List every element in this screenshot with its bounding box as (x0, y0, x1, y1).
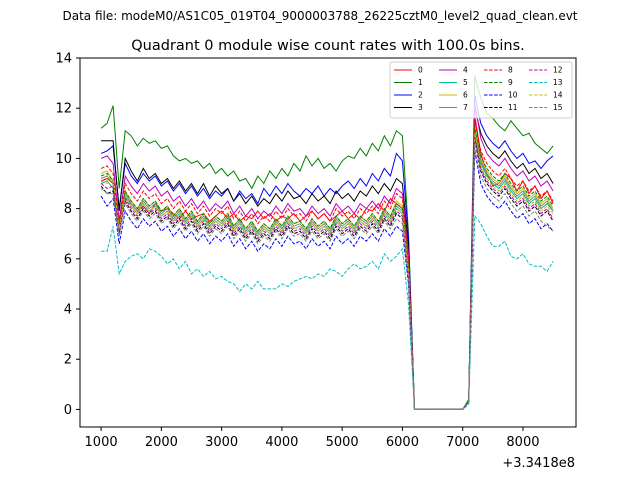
series-line-11 (100, 138, 554, 410)
y-tick-label: 8 (64, 202, 72, 217)
x-tick-label: 4000 (265, 435, 298, 450)
y-tick-label: 12 (55, 102, 72, 117)
suptitle: Data file: modeM0/AS1C05_019T04_90000037… (62, 9, 577, 23)
x-tick-label: 8000 (506, 435, 539, 450)
y-tick-label: 2 (64, 353, 72, 368)
legend-label-9: 9 (508, 78, 513, 87)
plot-area (100, 75, 554, 410)
x-tick-label: 1000 (85, 435, 118, 450)
axes: 1000 2000 3000 4000 5000 6000 7000 800002468101… (55, 52, 577, 450)
legend-label-6: 6 (463, 91, 468, 100)
chart-title: Quadrant 0 module wise count rates with … (131, 38, 525, 54)
legend-label-15: 15 (553, 103, 563, 112)
legend-label-7: 7 (463, 103, 468, 112)
legend-label-8: 8 (508, 66, 513, 75)
legend-label-11: 11 (508, 103, 518, 112)
legend-label-3: 3 (418, 103, 423, 112)
x-tick-label: 2000 (145, 435, 178, 450)
y-tick-label: 4 (64, 303, 72, 318)
series-line-4 (100, 103, 554, 410)
y-tick-label: 0 (64, 403, 72, 418)
axes-frame (79, 57, 577, 428)
series-line-14 (100, 133, 554, 410)
series-line-15 (100, 143, 554, 410)
y-tick-label: 14 (55, 52, 72, 67)
legend-label-0: 0 (418, 66, 423, 75)
legend-label-14: 14 (553, 91, 563, 100)
legend-label-5: 5 (463, 78, 468, 87)
x-tick-label: 5000 (326, 435, 359, 450)
series-line-10 (100, 150, 554, 410)
x-offset-label: +3.3418e8 (502, 456, 575, 471)
legend-label-1: 1 (418, 78, 423, 87)
y-tick-label: 10 (55, 152, 72, 167)
series-line-7 (100, 130, 554, 410)
legend-label-12: 12 (553, 66, 563, 75)
legend-label-13: 13 (553, 78, 563, 87)
legend-label-4: 4 (463, 66, 468, 75)
y-tick-label: 6 (64, 252, 72, 267)
series-line-13 (101, 214, 554, 410)
legend-label-10: 10 (508, 91, 518, 100)
legend-box (389, 61, 573, 119)
x-tick-label: 6000 (386, 435, 419, 450)
x-tick-label: 7000 (446, 435, 479, 450)
legend-label-2: 2 (418, 91, 423, 100)
series-line-9 (100, 125, 554, 410)
series-line-8 (100, 120, 554, 410)
x-tick-label: 3000 (205, 435, 238, 450)
